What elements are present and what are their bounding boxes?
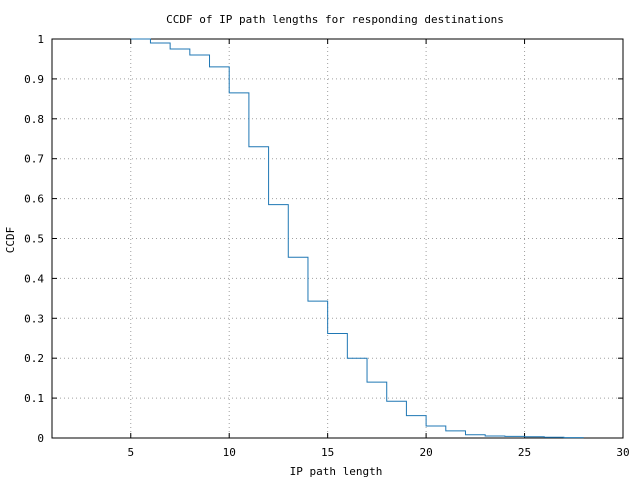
y-tick-label: 0.9	[24, 73, 44, 86]
x-axis-label: IP path length	[290, 465, 383, 478]
ccdf-step-line	[130, 38, 584, 439]
x-tick-label: 10	[223, 446, 236, 459]
y-tick-label: 0.8	[24, 113, 44, 126]
y-tick-label: 0.2	[24, 352, 44, 365]
x-tick-label: 20	[419, 446, 432, 459]
y-axis-label: CCDF	[4, 227, 17, 254]
x-tick-label: 25	[518, 446, 531, 459]
x-tick-label: 5	[127, 446, 134, 459]
y-tick-label: 0.6	[24, 193, 44, 206]
plot-frame	[51, 38, 624, 439]
x-tick-label: 30	[616, 446, 629, 459]
y-tick-label: 0.1	[24, 392, 44, 405]
tick-layer: 00.10.20.30.40.50.60.70.80.915 10 15 20 25 30	[24, 33, 630, 459]
y-tick-label: 0	[37, 432, 44, 445]
y-tick-label: 0.4	[24, 272, 44, 285]
y-tick-label: 0.7	[24, 153, 44, 166]
grid-layer	[52, 39, 623, 438]
y-tick-label: 1	[37, 33, 44, 46]
x-tick-label: 15	[321, 446, 334, 459]
series-layer	[130, 38, 584, 439]
chart-title: CCDF of IP path lengths for responding d…	[166, 13, 504, 26]
y-tick-label: 0.5	[24, 233, 44, 246]
y-tick-label: 0.3	[24, 312, 44, 325]
